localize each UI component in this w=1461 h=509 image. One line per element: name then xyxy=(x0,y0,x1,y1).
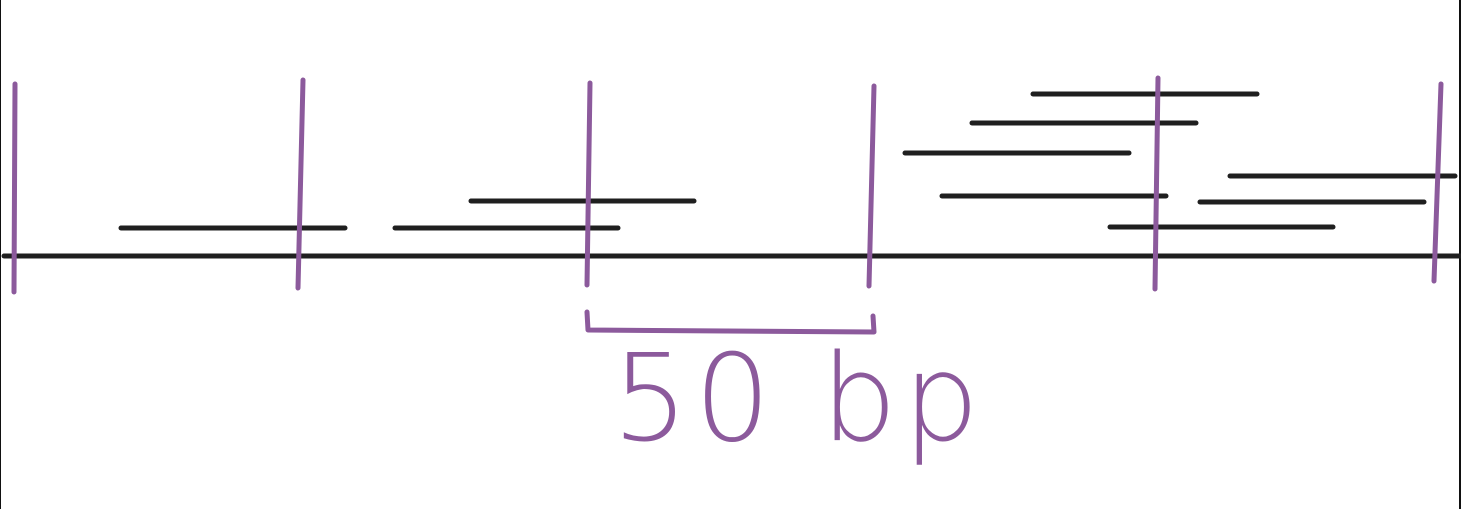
interval-marker xyxy=(584,80,593,288)
interval-marker xyxy=(11,81,18,295)
frame-left-border xyxy=(0,0,1,509)
interval-markers xyxy=(11,75,1444,295)
interval-marker xyxy=(1431,81,1444,284)
interval-marker xyxy=(1152,75,1161,292)
scale-label: 50 bp xyxy=(612,330,985,469)
scale-bracket xyxy=(584,309,877,335)
reads xyxy=(118,91,1458,231)
interval-marker xyxy=(295,77,306,291)
interval-marker xyxy=(866,83,877,289)
